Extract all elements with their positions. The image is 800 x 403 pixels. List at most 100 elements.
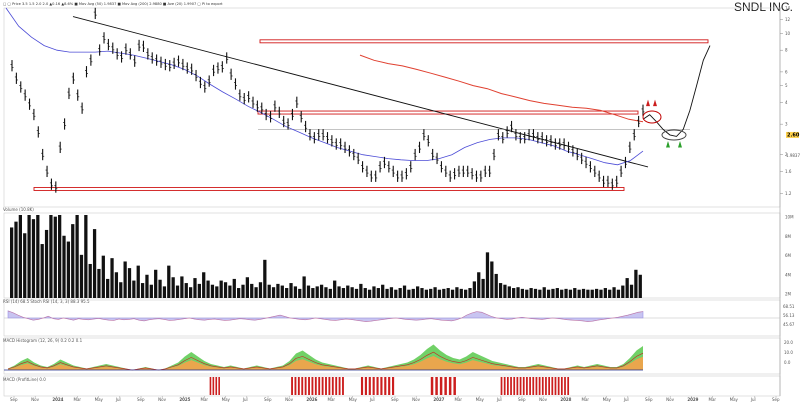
volume-bar — [429, 288, 433, 298]
x-tick-label-5: Jul — [115, 397, 121, 402]
volume-bar — [75, 215, 79, 298]
volume-bar — [206, 280, 210, 298]
volume-bar — [145, 274, 149, 298]
volume-bar — [127, 268, 132, 298]
price-y-tick-label-3: 3 — [785, 122, 788, 127]
projection-curve — [642, 45, 711, 137]
volume-bar — [237, 288, 241, 298]
signal-bar — [529, 377, 531, 395]
signal-bar — [212, 377, 215, 395]
ma200-line — [359, 54, 644, 123]
signal-bar — [554, 377, 557, 395]
macd-red-line — [7, 351, 644, 371]
volume-bar — [376, 288, 380, 298]
volume-bar — [18, 215, 22, 298]
price-y-tick-label-0: 1.2 — [785, 191, 792, 196]
volume-bar — [162, 286, 167, 298]
volume-bar — [490, 261, 494, 298]
signal-bar — [453, 377, 456, 395]
rsi-panel-label: RSI (14) 68.5 Stoch RSI (14, 3, 3) 88.3 … — [3, 299, 90, 304]
volume-bar — [27, 215, 31, 298]
volume-bar — [149, 284, 153, 298]
volume-y-tick-label-3: 4M — [785, 272, 792, 277]
volume-bar — [245, 277, 250, 298]
signal-bar — [506, 377, 509, 395]
volume-bar — [498, 283, 503, 298]
volume-bar — [180, 276, 184, 298]
volume-bar — [346, 285, 350, 298]
volume-bar — [512, 288, 516, 298]
volume-bar — [516, 287, 520, 298]
volume-bar — [354, 288, 359, 298]
volume-bar — [634, 269, 638, 298]
volume-bar — [210, 284, 215, 298]
volume-bar — [58, 215, 62, 298]
signal-panel-label: MACD (ProfitLine) 0.0 — [3, 377, 46, 382]
x-tick-label-20: 2027 — [433, 397, 444, 402]
signal-bar — [557, 377, 560, 395]
volume-bar — [223, 282, 228, 298]
volume-bar — [398, 288, 402, 298]
signal-bar — [314, 377, 317, 395]
volume-y-tick-label-2: 6M — [785, 253, 792, 258]
signal-bar — [388, 377, 391, 395]
x-tick-label-33: Mar — [709, 397, 717, 402]
signal-bar — [311, 377, 314, 395]
ellipse-top — [642, 110, 662, 124]
volume-bar — [573, 288, 577, 298]
ellipse-bottom — [661, 129, 687, 141]
signal-bar — [551, 377, 554, 395]
volume-bar — [311, 288, 315, 298]
volume-bar — [271, 287, 276, 298]
volume-bar — [455, 287, 459, 298]
volume-bar — [132, 280, 136, 298]
volume-bar — [219, 280, 223, 298]
volume-bar — [276, 283, 280, 298]
volume-bar — [285, 288, 289, 298]
x-tick-label-15: Mar — [328, 397, 336, 402]
volume-bar — [202, 272, 206, 298]
volume-bar — [84, 215, 88, 298]
volume-bar — [603, 288, 607, 298]
signal-bar — [538, 377, 541, 395]
volume-bar — [477, 272, 481, 298]
sell-arrow-0 — [646, 99, 650, 107]
volume-bar — [494, 273, 498, 298]
signal-bar — [435, 377, 438, 395]
volume-bar — [14, 221, 18, 298]
volume-bar — [136, 265, 140, 298]
volume-bar — [424, 289, 428, 298]
signal-bar — [430, 377, 434, 395]
x-axis: Sep Nov 2024 Mar May Jul Sep Nov 2025 Mar May Jul Se… — [10, 396, 780, 402]
volume-bar — [551, 288, 555, 298]
signal-bar — [328, 377, 331, 395]
x-tick-label-1: Nov — [31, 397, 39, 402]
volume-bar — [92, 229, 97, 298]
x-tick-label-35: Jul — [750, 397, 756, 402]
x-tick-label-22: May — [476, 397, 485, 402]
rsi-panel: 68.51 56.13 45.67 — [4, 304, 795, 327]
volume-bar — [621, 285, 625, 298]
signal-bar — [325, 377, 327, 395]
signal-bar — [439, 377, 443, 395]
macd-orange-area — [8, 356, 643, 370]
x-tick-label-34: May — [730, 397, 739, 402]
volume-bar — [581, 288, 586, 298]
x-tick-label-18: Sep — [391, 397, 399, 402]
price-y-tick-label-4: 4 — [785, 100, 788, 105]
sell-arrow-1 — [653, 99, 657, 107]
volume-bar — [529, 288, 533, 298]
volume-bar — [88, 263, 92, 298]
signal-bar — [567, 377, 570, 395]
volume-bar — [468, 288, 472, 298]
ma50-line — [5, 7, 644, 166]
volume-bar — [306, 285, 311, 298]
volume-panel: 10M 8M 6M 4M 2M — [10, 215, 794, 298]
signal-bar — [360, 377, 364, 395]
price-y-tick-label-7: 8 — [785, 48, 788, 53]
volume-bar — [389, 287, 394, 298]
signal-bar — [384, 377, 387, 395]
signal-bar — [301, 377, 304, 395]
signal-bar — [318, 377, 321, 395]
